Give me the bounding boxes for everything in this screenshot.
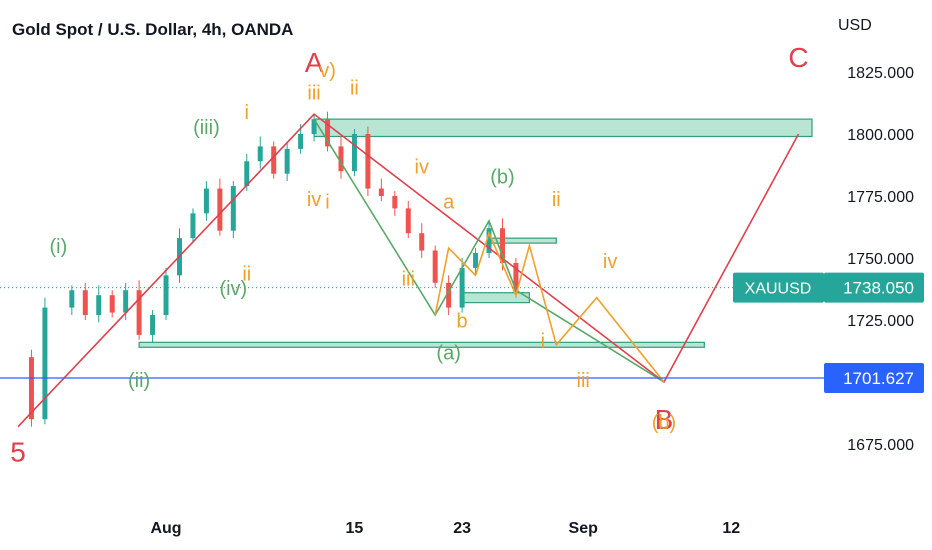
wave-label: ii <box>242 263 251 285</box>
wave-label: i <box>245 102 249 124</box>
candle-body <box>82 290 88 316</box>
wave-label: a <box>443 191 455 213</box>
candle-body <box>311 119 317 134</box>
wave-path-orange <box>434 230 665 383</box>
candle-body <box>459 267 465 308</box>
wave-label: (i) <box>49 236 67 258</box>
x-tick-label: 15 <box>346 520 364 537</box>
zone-rect <box>138 341 705 348</box>
y-tick-label: 1725.000 <box>847 313 914 330</box>
wave-label: i <box>541 330 545 352</box>
candle-body <box>230 186 236 231</box>
wave-label: C <box>788 42 808 73</box>
wave-label: ii <box>350 77 359 99</box>
wave-label: iv <box>603 251 617 273</box>
wave-label: (ii) <box>128 370 150 392</box>
wave-label: iii <box>577 370 590 392</box>
zone-rect <box>461 292 530 304</box>
x-tick-label: 12 <box>722 520 740 537</box>
candle-body <box>109 295 115 313</box>
last-price-label: 1738.050 <box>843 279 914 298</box>
candle-body <box>405 208 411 234</box>
candle-body <box>96 295 102 316</box>
candle-body <box>419 233 425 251</box>
x-tick-label: Sep <box>569 520 599 537</box>
wave-label: (b) <box>490 167 514 189</box>
x-tick-label: 23 <box>453 520 471 537</box>
candles-group <box>28 111 519 427</box>
wave-label: B <box>655 404 674 435</box>
candle-body <box>338 146 344 172</box>
support-price-label: 1701.627 <box>843 369 914 388</box>
wave-label: (iii) <box>193 117 220 139</box>
candle-body <box>69 290 75 308</box>
candle-body <box>513 262 519 293</box>
chart-title: Gold Spot / U.S. Dollar, 4h, OANDA <box>12 20 294 39</box>
candle-body <box>203 188 209 214</box>
candle-body <box>150 315 156 335</box>
candle-body <box>486 228 492 254</box>
candle-body <box>123 290 129 313</box>
candle-body <box>365 134 371 189</box>
candle-body <box>432 250 438 283</box>
support-price-badge <box>824 362 924 393</box>
wave-path-green <box>313 118 665 383</box>
symbol-label: XAUUSD <box>745 281 812 298</box>
x-tick-label: Aug <box>150 520 181 537</box>
wave-label: A <box>305 47 324 78</box>
wave-label: v) <box>319 60 336 82</box>
candle-body <box>325 119 331 147</box>
wave-label: b <box>457 310 468 332</box>
candle-body <box>351 134 357 172</box>
wave-path-red <box>17 113 800 428</box>
candle-body <box>244 161 250 187</box>
wave-label: 5 <box>10 436 26 467</box>
y-tick-label: 1775.000 <box>847 189 914 206</box>
candle-body <box>378 188 384 196</box>
wave-label: i <box>325 191 329 213</box>
y-axis-currency: USD <box>838 17 872 34</box>
candle-body <box>257 146 263 162</box>
candle-body <box>28 357 34 420</box>
wave-label: iv <box>307 189 321 211</box>
candle-body <box>42 307 48 420</box>
wave-label: (a) <box>436 343 460 365</box>
wave-label: ii <box>552 189 561 211</box>
y-tick-label: 1825.000 <box>847 65 914 82</box>
wave-label: (b) <box>652 412 676 434</box>
y-tick-label: 1750.000 <box>847 251 914 268</box>
wave-label: iii <box>402 268 415 290</box>
symbol-badge <box>733 272 824 303</box>
zone-rect <box>313 118 813 138</box>
candle-body <box>298 134 304 149</box>
wave-label: iii <box>307 82 320 104</box>
candle-body <box>163 275 169 316</box>
candle-body <box>190 213 196 239</box>
candle-body <box>446 282 452 308</box>
candle-body <box>473 253 479 268</box>
y-tick-label: 1800.000 <box>847 127 914 144</box>
candle-body <box>271 146 277 174</box>
y-tick-label: 1675.000 <box>847 437 914 454</box>
candle-body <box>284 148 290 174</box>
candle-body <box>136 290 142 335</box>
wave-label: iv <box>415 157 429 179</box>
wave-label: (iv) <box>219 278 247 300</box>
candle-body <box>217 188 223 231</box>
last-price-badge <box>824 272 924 303</box>
candle-body <box>499 228 505 263</box>
zone-rect <box>488 237 557 244</box>
candle-body <box>392 196 398 209</box>
